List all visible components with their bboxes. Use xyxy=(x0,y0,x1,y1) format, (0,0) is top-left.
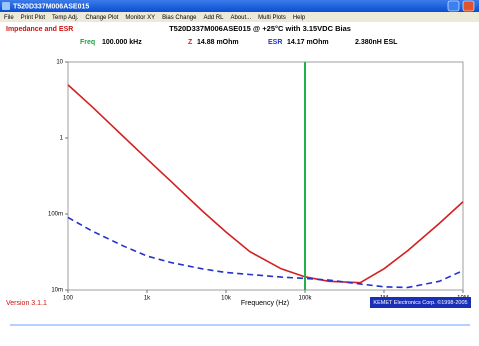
minimize-button[interactable] xyxy=(447,0,460,12)
series-line xyxy=(67,216,464,289)
menu-item[interactable]: Temp Adj. xyxy=(52,15,79,21)
menu-bar xyxy=(0,12,479,22)
copyright: KEMET Electronics Corp. ©1998-2005 xyxy=(373,299,467,306)
menu-item[interactable]: Monitor XY xyxy=(125,15,155,21)
mode-label: Impedance and ESR xyxy=(6,26,73,33)
menu-item[interactable]: Bias Change xyxy=(162,15,197,21)
esl-value: 2.380nH ESL xyxy=(355,39,398,46)
menu-item[interactable]: About... xyxy=(230,15,251,21)
freq-label: Freq xyxy=(80,39,95,46)
esr-label: ESR xyxy=(268,39,282,46)
y-tick-label: 1 xyxy=(60,136,64,142)
y-tick-label: 10m xyxy=(51,288,63,294)
x-tick-label: 100 xyxy=(63,296,74,302)
x-axis-title: Frequency (Hz) xyxy=(241,300,289,307)
app-icon xyxy=(2,2,10,10)
close-button[interactable] xyxy=(462,0,475,12)
z-label: Z xyxy=(188,39,193,46)
menu-item[interactable]: Add RL xyxy=(203,15,224,21)
y-tick-label: 100m xyxy=(48,212,63,218)
menu-item[interactable]: Change Plot xyxy=(85,15,118,21)
menu-item[interactable]: Multi Plots xyxy=(258,15,286,21)
menu-item[interactable]: Help xyxy=(293,15,306,21)
plot-frame xyxy=(67,61,464,291)
freq-value: 100.000 kHz xyxy=(102,39,142,46)
menu-item[interactable]: File xyxy=(4,15,14,21)
esr-value: 14.17 mOhm xyxy=(287,39,329,46)
menu-item[interactable]: Print Plot xyxy=(21,15,46,21)
z-value: 14.88 mOhm xyxy=(197,39,239,46)
y-tick-label: 10 xyxy=(56,60,63,66)
chart-heading: T520D337M006ASE015 @ +25°C with 3.15VDC … xyxy=(169,24,351,33)
copyright-box xyxy=(370,297,471,308)
series-line xyxy=(67,84,464,284)
window-title: T520D337M006ASE015 xyxy=(13,3,89,10)
x-tick-label: 100k xyxy=(298,296,312,302)
x-tick-label: 10k xyxy=(221,296,232,302)
title-bar xyxy=(0,0,479,12)
version-label: Version 3.1.1 xyxy=(6,300,47,307)
x-tick-label: 1k xyxy=(144,296,151,302)
